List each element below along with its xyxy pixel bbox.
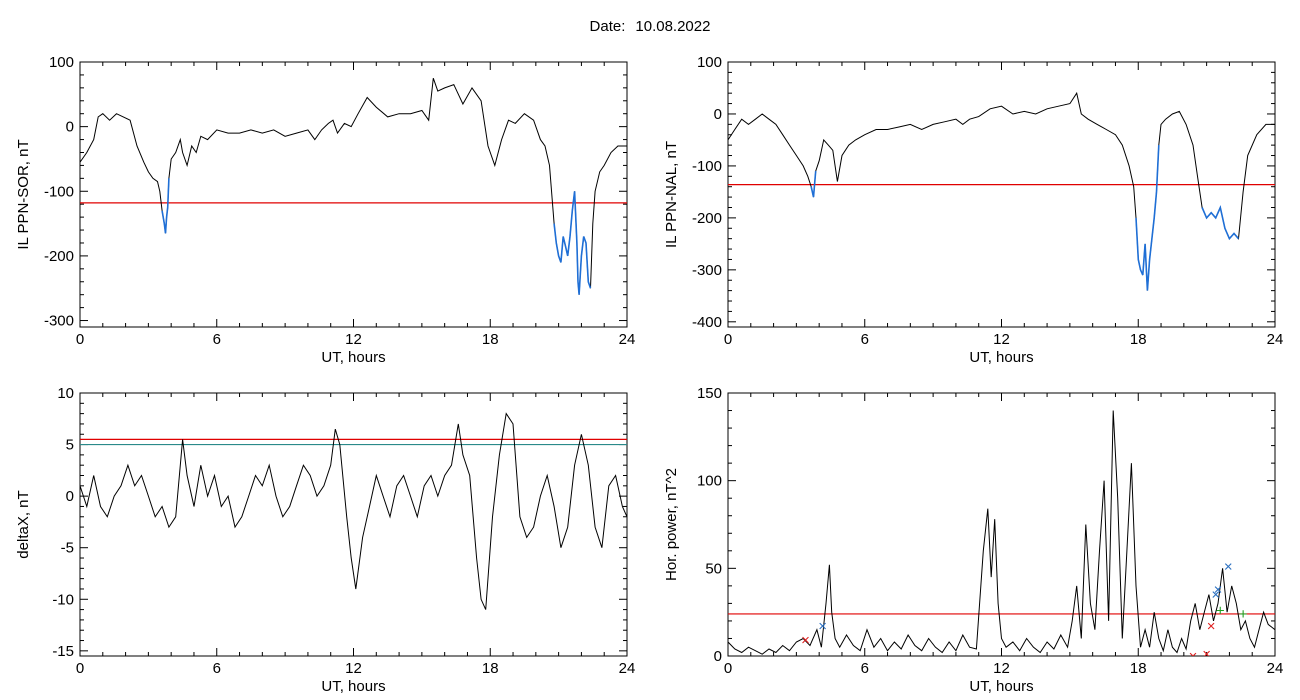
y-axis-label: IL PPN-SOR, nT: [15, 139, 32, 249]
y-tick-label: 100: [697, 473, 722, 490]
x-axis-label: UT, hours: [321, 349, 385, 366]
x-tick-label: 24: [619, 660, 636, 677]
event-marker: ×: [1224, 559, 1233, 576]
highlight-segment: [553, 191, 592, 295]
x-tick-label: 0: [724, 331, 732, 348]
y-tick-label: 5: [66, 437, 74, 454]
x-tick-label: 24: [1267, 331, 1284, 348]
event-marker: +: [1216, 602, 1225, 619]
x-tick-label: 18: [482, 331, 499, 348]
y-tick-label: -400: [692, 314, 722, 331]
plot-frame: [79, 61, 628, 328]
y-axis-label: deltaX, nT: [15, 490, 32, 558]
x-tick-label: 6: [213, 660, 221, 677]
panel-ppn-nal: 0 6 12 18 24 100 0 -100 -200 -300 -400 UT, hours IL …: [663, 54, 1283, 366]
date-value: 10.08.2022: [635, 18, 711, 35]
y-tick-label: 0: [66, 119, 74, 136]
y-tick-label: -300: [44, 313, 74, 330]
y-tick-label: -10: [52, 591, 74, 608]
y-tick-label: -200: [692, 210, 722, 227]
x-tick-label: 18: [1130, 331, 1147, 348]
y-tick-label: -100: [44, 183, 74, 200]
y-axis-label: IL PPN-NAL, nT: [663, 141, 680, 248]
x-tick-label: 0: [76, 331, 84, 348]
y-tick-label: 10: [57, 385, 74, 402]
x-tick-label: 24: [1267, 660, 1284, 677]
x-tick-label: 0: [724, 660, 732, 677]
plot-frame: [727, 61, 1276, 328]
highlight-segment: [810, 171, 817, 198]
x-axis-label: UT, hours: [969, 349, 1033, 366]
x-tick-label: 12: [993, 331, 1010, 348]
plot-frame: [79, 392, 628, 657]
x-tick-label: 6: [861, 660, 869, 677]
date-label: Date:: [589, 18, 626, 35]
y-tick-label: 0: [714, 648, 722, 665]
y-tick-label: 0: [66, 488, 74, 505]
y-axis-label: Hor. power, nT^2: [663, 468, 680, 581]
panel-ppn-sor: 0 6 12 18 24 100 0 -100 -200 -300 UT, hours IL PPN-…: [15, 54, 635, 366]
highlight-segment: [1201, 204, 1240, 241]
event-marker: ×: [1211, 587, 1220, 604]
x-axis-label: UT, hours: [321, 678, 385, 695]
panel-deltax: 0 6 12 18 24 10 5 0 -5 -10 -15 UT, hours deltaX, nT: [15, 385, 635, 695]
series-line: [728, 91, 1275, 291]
x-tick-label: 0: [76, 660, 84, 677]
panel-hor-power: 0 6 12 18 24 150 100 50 0 UT, hours Hor. power, nT…: [663, 385, 1283, 695]
highlight-segment: [1135, 145, 1160, 291]
y-tick-label: -200: [44, 248, 74, 265]
event-marker: ×: [818, 618, 827, 635]
x-tick-label: 18: [482, 660, 499, 677]
plot-frame: [727, 392, 1276, 657]
y-tick-label: 0: [714, 106, 722, 123]
plot-area: [80, 78, 627, 295]
plot-area: [80, 412, 627, 610]
y-tick-label: 100: [49, 54, 74, 71]
y-tick-label: -300: [692, 262, 722, 279]
y-tick-label: 50: [705, 560, 722, 577]
x-tick-label: 6: [861, 331, 869, 348]
x-tick-label: 12: [345, 660, 362, 677]
series-line: [80, 78, 627, 295]
event-marker: +: [1239, 606, 1248, 623]
y-tick-label: -5: [61, 540, 74, 557]
event-marker: ×: [1189, 648, 1198, 665]
x-tick-label: 18: [1130, 660, 1147, 677]
date-header: Date: 10.08.2022: [0, 18, 1300, 35]
event-marker: ×: [801, 632, 810, 649]
event-marker: ×: [1214, 581, 1223, 598]
x-tick-label: 24: [619, 331, 636, 348]
plot-area: ××× ×××××+ +: [728, 410, 1275, 665]
x-tick-label: 12: [993, 660, 1010, 677]
series-line: [80, 412, 627, 610]
y-tick-label: -100: [692, 158, 722, 175]
event-marker: ×: [1207, 618, 1216, 635]
y-tick-label: 100: [697, 54, 722, 71]
y-tick-label: 150: [697, 385, 722, 402]
highlight-segment: [161, 178, 170, 234]
x-tick-label: 6: [213, 331, 221, 348]
series-line: [728, 410, 1275, 655]
x-axis-label: UT, hours: [969, 678, 1033, 695]
y-tick-label: -15: [52, 643, 74, 660]
event-marker: ×: [1202, 646, 1211, 663]
x-tick-label: 12: [345, 331, 362, 348]
plot-area: [728, 91, 1275, 291]
